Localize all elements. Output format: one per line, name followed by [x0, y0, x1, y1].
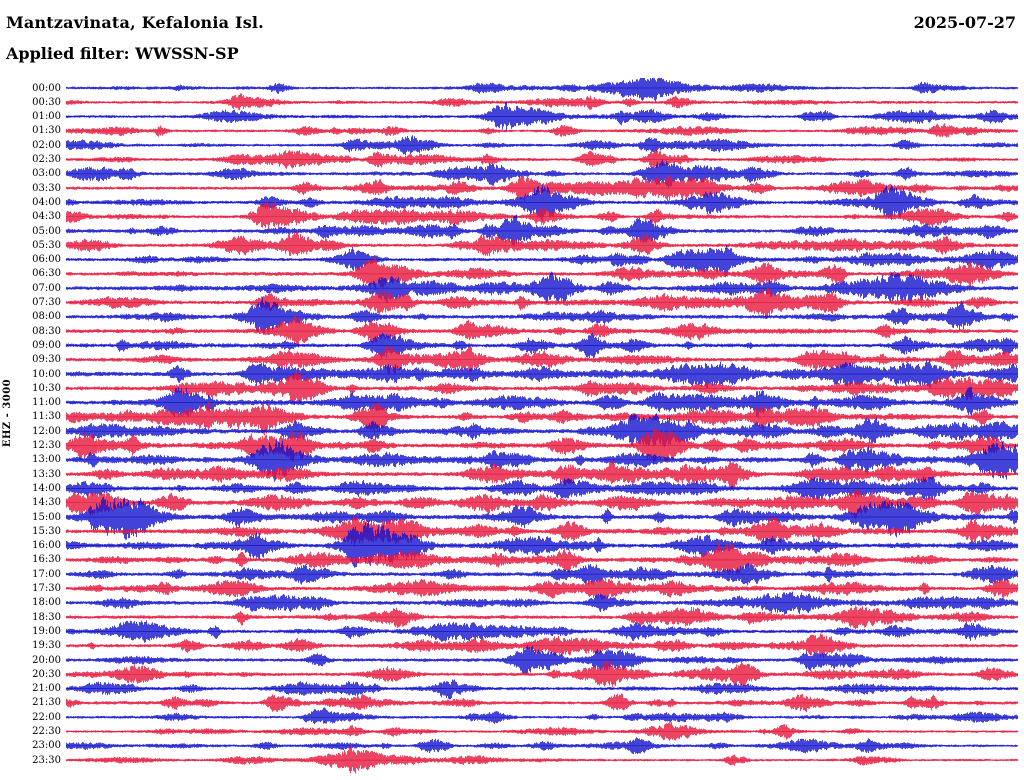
time-label: 06:00 — [32, 254, 61, 266]
time-label: 09:00 — [32, 339, 61, 351]
time-label: 22:00 — [32, 711, 61, 723]
time-label: 20:30 — [32, 668, 61, 680]
time-label: 09:30 — [32, 354, 61, 366]
time-label: 17:00 — [32, 568, 61, 580]
time-label: 23:30 — [32, 754, 61, 766]
time-label: 20:00 — [32, 654, 61, 666]
time-label: 11:30 — [32, 411, 61, 423]
time-label: 00:00 — [32, 82, 61, 94]
filter-label: Applied filter: WWSSN-SP — [6, 44, 239, 63]
time-label: 17:30 — [32, 583, 61, 594]
time-label: 01:00 — [32, 111, 61, 123]
time-label: 05:30 — [32, 239, 61, 251]
time-label: 19:00 — [32, 625, 61, 637]
time-label: 03:30 — [32, 182, 61, 194]
time-label: 14:30 — [32, 497, 61, 509]
time-label: 15:30 — [32, 525, 61, 537]
time-label: 21:30 — [32, 697, 61, 709]
time-label: 21:00 — [32, 683, 61, 695]
time-label: 18:00 — [32, 597, 61, 609]
seismogram-traces — [66, 78, 1018, 776]
time-label: 12:30 — [32, 440, 61, 451]
time-label: 04:00 — [32, 196, 61, 208]
time-label: 00:30 — [32, 96, 61, 108]
time-label: 05:00 — [32, 225, 61, 237]
time-label: 07:30 — [32, 297, 61, 308]
station-title: Mantzavinata, Kefalonia Isl. — [6, 13, 264, 32]
time-label: 08:30 — [32, 325, 61, 337]
time-label: 03:00 — [32, 168, 61, 180]
date-label: 2025-07-27 — [913, 13, 1016, 32]
time-label: 19:30 — [32, 640, 61, 652]
time-axis: 00:00 00:30 01:00 01:30 02:00 02:30 03:00 03:30… — [0, 0, 64, 780]
time-label: 02:30 — [32, 154, 61, 165]
time-label: 06:30 — [32, 268, 61, 280]
time-label: 12:00 — [32, 425, 61, 437]
time-label: 01:30 — [32, 125, 61, 137]
time-label: 22:30 — [32, 726, 61, 737]
time-label: 18:30 — [32, 611, 61, 623]
time-label: 13:30 — [32, 468, 61, 480]
time-label: 11:00 — [32, 397, 61, 409]
time-label: 15:00 — [32, 511, 61, 523]
time-label: 14:00 — [32, 482, 61, 494]
time-label: 13:00 — [32, 454, 61, 466]
time-label: 16:30 — [32, 554, 61, 566]
time-label: 08:00 — [32, 311, 61, 323]
time-label: 02:00 — [32, 139, 61, 151]
time-label: 04:30 — [32, 211, 61, 223]
time-label: 07:00 — [32, 282, 61, 294]
time-label: 10:30 — [32, 382, 61, 394]
time-label: 10:00 — [32, 368, 61, 380]
time-label: 23:00 — [32, 740, 61, 752]
time-label: 16:00 — [32, 540, 61, 552]
